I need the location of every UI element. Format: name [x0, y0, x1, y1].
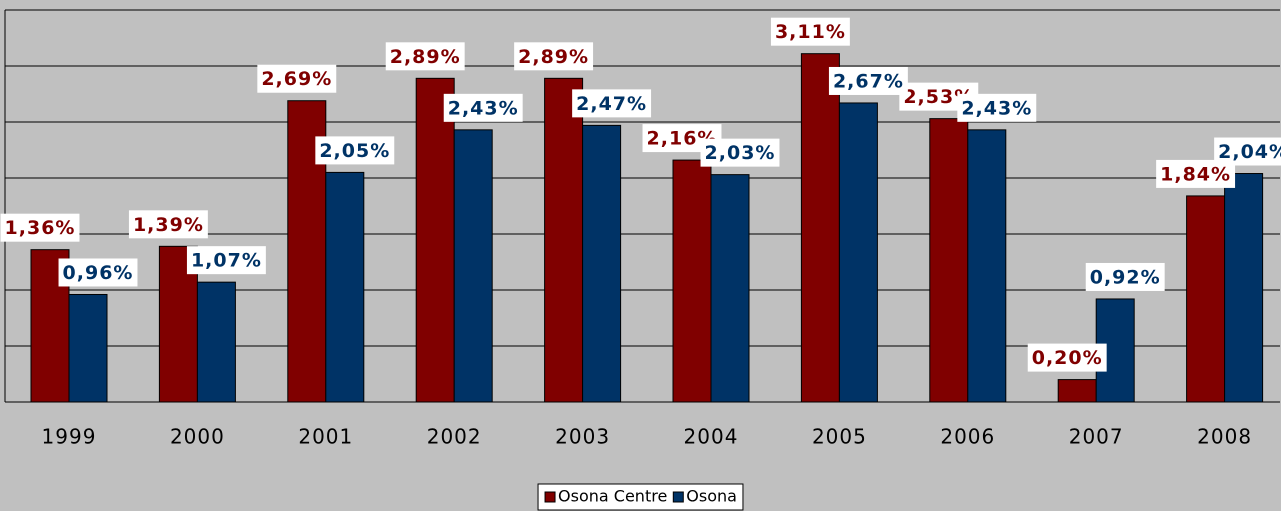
value-label-box: [700, 138, 780, 167]
value-label: 3,11%: [775, 21, 846, 43]
value-label-box: [957, 93, 1037, 122]
bar: [544, 77, 584, 403]
value-label: 2,53%: [903, 86, 974, 108]
x-tick-label: 2007: [1069, 425, 1124, 449]
value-label-box: [186, 246, 266, 275]
value-label: 2,89%: [390, 46, 461, 68]
value-label: 2,89%: [518, 46, 589, 68]
legend-swatch: [672, 491, 684, 503]
value-label: 1,36%: [5, 217, 76, 239]
value-label-box: [828, 66, 908, 95]
value-label: 2,69%: [261, 68, 332, 90]
value-label: 2,04%: [1218, 141, 1281, 163]
value-label: 2,43%: [961, 97, 1032, 119]
bar: [710, 174, 750, 403]
bar: [800, 53, 840, 403]
legend-label: Osona Centre: [558, 487, 667, 506]
bar: [967, 129, 1007, 403]
value-label-box: [315, 136, 395, 165]
legend-box: [537, 483, 744, 511]
value-label: 2,16%: [647, 128, 718, 150]
bar: [1186, 195, 1226, 403]
value-label-box: [443, 93, 523, 122]
value-label: 2,43%: [448, 97, 519, 119]
value-label: 0,92%: [1090, 266, 1161, 288]
value-label-box: [257, 64, 337, 93]
x-tick-label: 2002: [427, 425, 482, 449]
value-label-box: [1214, 137, 1281, 166]
bar: [672, 159, 712, 403]
value-label-box: [58, 258, 138, 287]
x-tick-label: 2008: [1197, 425, 1252, 449]
value-label-box: [770, 17, 850, 46]
legend-label: Osona: [686, 487, 737, 506]
x-tick-label: 2004: [684, 425, 739, 449]
bar: [68, 293, 108, 403]
legend: Osona Centre Osona: [537, 483, 744, 511]
x-tick-label: 1999: [42, 425, 97, 449]
value-label-box: [385, 42, 465, 71]
bar: [415, 77, 455, 403]
legend-swatch: [544, 491, 556, 503]
value-label: 2,67%: [833, 70, 904, 92]
bar: [929, 118, 969, 403]
value-label: 0,96%: [63, 262, 134, 284]
bar: [196, 281, 236, 403]
bar: [1057, 379, 1097, 403]
value-label: 1,84%: [1160, 163, 1231, 185]
value-label-box: [128, 210, 208, 239]
value-label-box: [1027, 343, 1107, 372]
value-label-box: [1085, 262, 1165, 291]
x-tick-label: 2006: [940, 425, 995, 449]
x-tick-label: 2000: [170, 425, 225, 449]
bar: [325, 171, 365, 403]
value-label-box: [572, 89, 652, 118]
value-label-box: [0, 213, 80, 242]
value-label: 2,47%: [576, 93, 647, 115]
value-label: 0,20%: [1032, 347, 1103, 369]
bar: [838, 102, 878, 403]
value-label-box: [514, 42, 594, 71]
x-tick-label: 2005: [812, 425, 867, 449]
x-tick-label: 2001: [298, 425, 353, 449]
bar: [453, 129, 493, 403]
value-label: 1,07%: [191, 250, 262, 272]
value-label: 2,03%: [705, 142, 776, 164]
x-tick-label: 2003: [555, 425, 610, 449]
bar: [582, 124, 622, 403]
bar: [1224, 173, 1264, 403]
value-label: 1,39%: [133, 214, 204, 236]
value-label: 2,05%: [319, 140, 390, 162]
